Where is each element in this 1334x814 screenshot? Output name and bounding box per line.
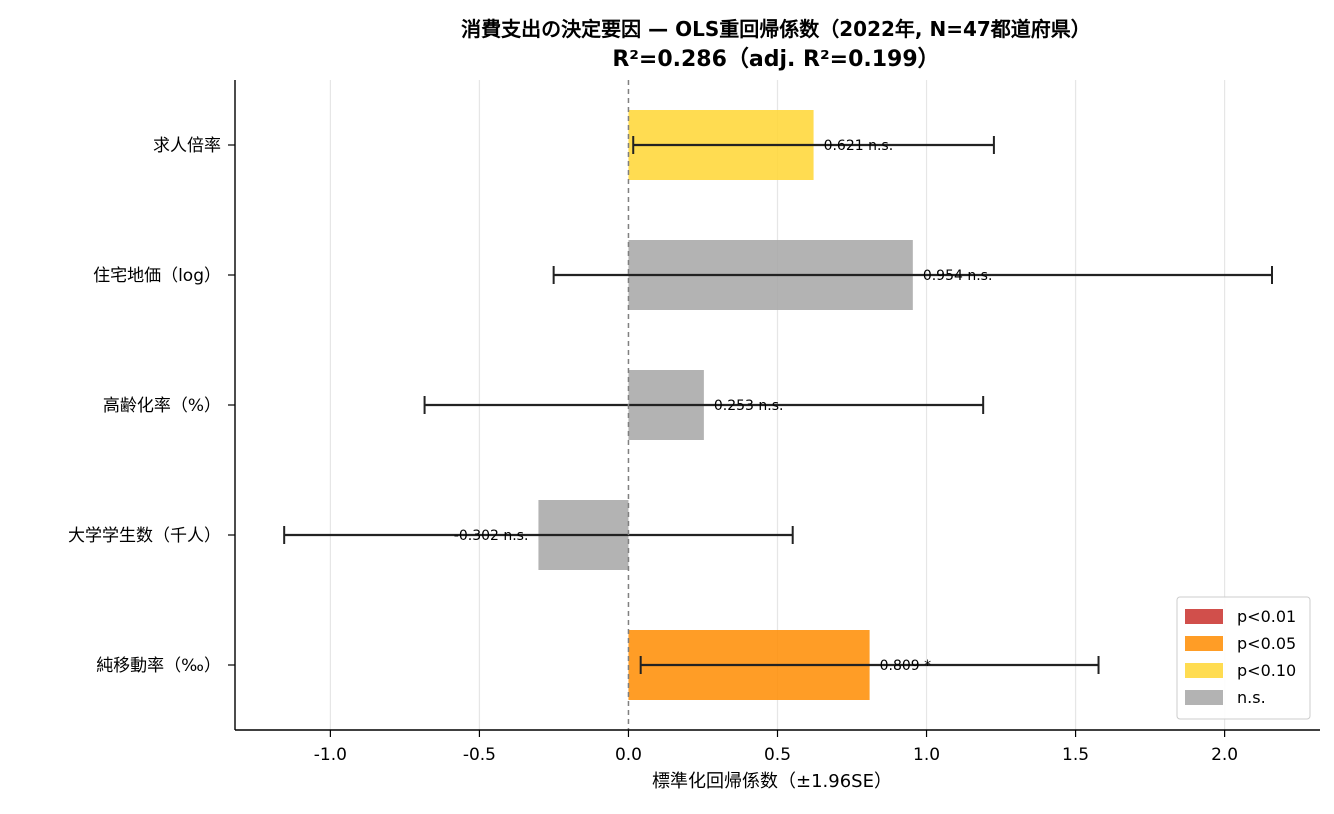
- bar-labels: 0.621 n.s. 0.954 n.s. 0.253 n.s. -0.302 n.s…: [454, 138, 993, 674]
- x-tick-label-5: 1.5: [1062, 745, 1089, 765]
- legend-label-3: n.s.: [1237, 688, 1266, 707]
- chart-subtitle: R²=0.286（adj. R²=0.199）: [612, 47, 939, 72]
- bar-value-label-0: 0.621 n.s.: [824, 138, 894, 154]
- error-bars: [283, 136, 1274, 674]
- legend-swatch-0: [1185, 609, 1223, 624]
- legend-label-1: p<0.05: [1237, 634, 1296, 653]
- chart-title: 消費支出の決定要因 — OLS重回帰係数（2022年, N=47都道府県）: [461, 17, 1091, 41]
- legend: p<0.01 p<0.05 p<0.10 n.s.: [1176, 596, 1311, 720]
- bar-value-label-4: 0.809 *: [880, 658, 932, 674]
- legend-swatch-1: [1185, 636, 1223, 651]
- legend-frame: [1176, 596, 1311, 720]
- y-tick-label-0: 求人倍率: [153, 136, 221, 156]
- y-tick-label-2: 高齢化率（%）: [103, 396, 221, 416]
- legend-label-2: p<0.10: [1237, 661, 1296, 680]
- legend-swatch-3: [1185, 690, 1223, 705]
- y-tick-label-3: 大学学生数（千人）: [68, 526, 221, 546]
- bar-value-label-3: -0.302 n.s.: [454, 528, 529, 544]
- x-tick-label-4: 1.0: [913, 745, 940, 765]
- bar-value-label-1: 0.954 n.s.: [923, 268, 993, 284]
- y-tick-label-4: 純移動率（‰）: [96, 656, 221, 676]
- bar-value-label-2: 0.253 n.s.: [714, 398, 784, 414]
- x-axis-label: 標準化回帰係数（±1.96SE）: [652, 771, 892, 792]
- x-tick-label-3: 0.5: [764, 745, 791, 765]
- x-tick-label-1: -0.5: [463, 745, 496, 765]
- y-tick-label-1: 住宅地価（log）: [93, 266, 221, 286]
- x-tick-label-0: -1.0: [314, 745, 347, 765]
- legend-swatch-2: [1185, 663, 1223, 678]
- legend-label-0: p<0.01: [1237, 607, 1296, 626]
- x-tick-label-2: 0.0: [615, 745, 642, 765]
- x-tick-label-6: 2.0: [1211, 745, 1238, 765]
